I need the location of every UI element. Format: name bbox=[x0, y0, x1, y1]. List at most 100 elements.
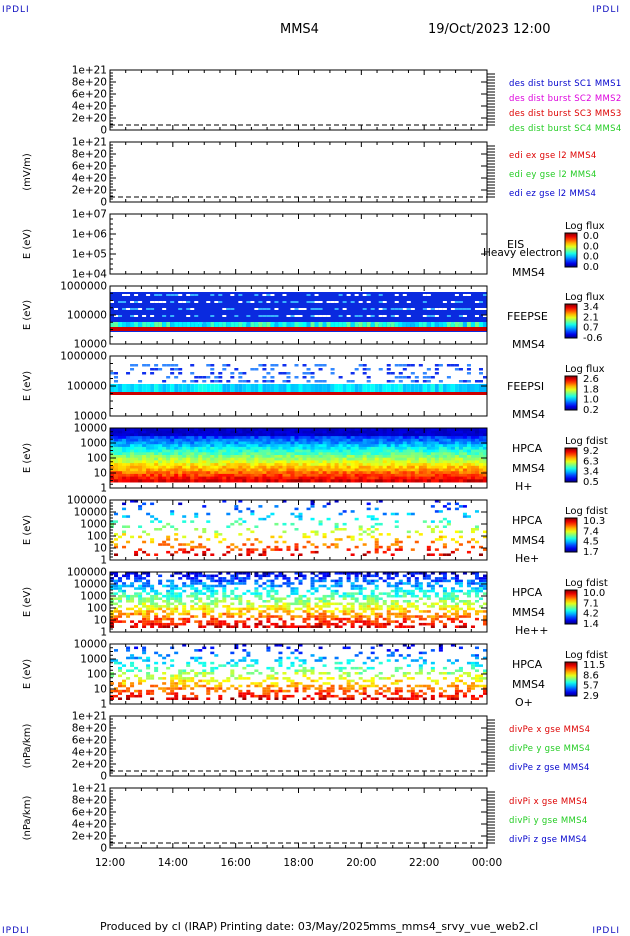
hpca-speck bbox=[266, 613, 270, 616]
feepse-speck bbox=[451, 308, 455, 310]
hpca-speck bbox=[182, 623, 186, 626]
hpca-speck bbox=[206, 548, 210, 551]
feepsi-band bbox=[427, 384, 431, 392]
hpca-speck bbox=[170, 525, 174, 528]
hpca-speck bbox=[266, 580, 270, 583]
feepsi-band bbox=[274, 384, 278, 392]
feepsi-band bbox=[447, 384, 451, 392]
hplus-cell bbox=[471, 479, 476, 482]
hpca-speck bbox=[439, 553, 443, 556]
hpca-speck bbox=[347, 603, 351, 606]
hpca-speck bbox=[455, 508, 459, 511]
hpca-speck bbox=[194, 657, 198, 660]
hpca-speck bbox=[270, 623, 274, 626]
hpca-speck bbox=[166, 667, 170, 670]
hpca-speck bbox=[206, 610, 210, 613]
hplus-cell bbox=[114, 479, 119, 482]
hpca-speck bbox=[170, 610, 174, 613]
hpca-speck bbox=[138, 508, 142, 511]
hpca-speck bbox=[246, 551, 250, 554]
hpca-speck bbox=[351, 620, 355, 623]
hpca-speck bbox=[483, 531, 487, 534]
hpca-speck bbox=[479, 580, 483, 583]
colorbar-gradient bbox=[565, 518, 577, 552]
hpca-speck bbox=[206, 672, 210, 675]
feepsi-speck bbox=[331, 372, 335, 375]
feepsi-band bbox=[122, 384, 126, 392]
hpca-speck bbox=[230, 672, 234, 675]
hpca-speck bbox=[154, 623, 158, 626]
hpca-speck bbox=[150, 538, 154, 541]
hpca-speck bbox=[282, 620, 286, 623]
feepsi-speck bbox=[315, 380, 319, 383]
hpca-speck bbox=[158, 597, 162, 600]
hpca-speck bbox=[274, 541, 278, 544]
hpca-speck bbox=[423, 603, 427, 606]
hplus-cell bbox=[383, 479, 388, 482]
hpca-speck bbox=[238, 553, 242, 556]
hpca-speck bbox=[351, 538, 355, 541]
hpca-speck bbox=[391, 603, 395, 606]
ytick-label: 10 bbox=[94, 468, 107, 480]
hpca-speck bbox=[383, 513, 387, 516]
hpca-speck bbox=[331, 618, 335, 621]
feepsi-speck bbox=[150, 368, 154, 371]
hpca-speck bbox=[182, 551, 186, 554]
hpca-speck bbox=[483, 592, 487, 595]
hpca-speck bbox=[134, 580, 138, 583]
feepse-speck bbox=[355, 315, 359, 317]
feepse-speck bbox=[186, 315, 190, 317]
hpca-speck bbox=[146, 582, 150, 585]
hpca-speck bbox=[214, 590, 218, 593]
hpca-speck bbox=[315, 597, 319, 600]
hpca-speck bbox=[198, 605, 202, 608]
feepsi-speck bbox=[222, 364, 226, 367]
hpca-speck bbox=[290, 610, 294, 613]
feepse-speck bbox=[311, 308, 315, 310]
hpca-speck bbox=[190, 657, 194, 660]
hpca-speck bbox=[258, 620, 262, 623]
hpca-speck bbox=[170, 685, 174, 688]
hpca-speck bbox=[118, 697, 122, 700]
feepse-speck bbox=[262, 308, 266, 310]
hpca-speck bbox=[114, 585, 118, 588]
hpca-speck bbox=[371, 623, 375, 626]
hpca-speck bbox=[319, 585, 323, 588]
hpca-speck bbox=[230, 548, 234, 551]
hpca-speck bbox=[202, 685, 206, 688]
ytick-label: 100000 bbox=[67, 381, 107, 393]
hpca-speck bbox=[118, 690, 122, 693]
hpca-speck bbox=[274, 623, 278, 626]
hpca-speck bbox=[242, 580, 246, 583]
hpca-speck bbox=[222, 585, 226, 588]
hpca-speck bbox=[194, 582, 198, 585]
instrument-label: HPCA bbox=[512, 586, 543, 599]
hpca-speck bbox=[278, 618, 282, 621]
hpca-speck bbox=[190, 587, 194, 590]
feepsi-red-line bbox=[110, 392, 487, 395]
feepsi-band bbox=[278, 384, 282, 392]
hpca-speck bbox=[387, 546, 391, 549]
hpca-speck bbox=[375, 623, 379, 626]
hplus-cell bbox=[190, 479, 195, 482]
hpca-speck bbox=[270, 587, 274, 590]
hpca-speck bbox=[210, 667, 214, 670]
hpca-speck bbox=[435, 548, 439, 551]
hpca-speck bbox=[214, 667, 218, 670]
feepse-speck bbox=[371, 308, 375, 310]
hpca-speck bbox=[371, 531, 375, 534]
hpca-speck bbox=[138, 597, 142, 600]
hpca-speck bbox=[170, 603, 174, 606]
hpca-speck bbox=[367, 551, 371, 554]
hpca-speck bbox=[443, 597, 447, 600]
hplus-cell bbox=[459, 479, 464, 482]
feepsi-band bbox=[467, 384, 471, 392]
hpca-speck bbox=[303, 533, 307, 536]
overlay-text: Heavy electron td bbox=[483, 247, 577, 259]
hpca-speck bbox=[190, 592, 194, 595]
hpca-speck bbox=[246, 603, 250, 606]
hpca-speck bbox=[379, 533, 383, 536]
hpca-speck bbox=[327, 595, 331, 598]
hpca-speck bbox=[258, 575, 262, 578]
hpca-speck bbox=[214, 620, 218, 623]
